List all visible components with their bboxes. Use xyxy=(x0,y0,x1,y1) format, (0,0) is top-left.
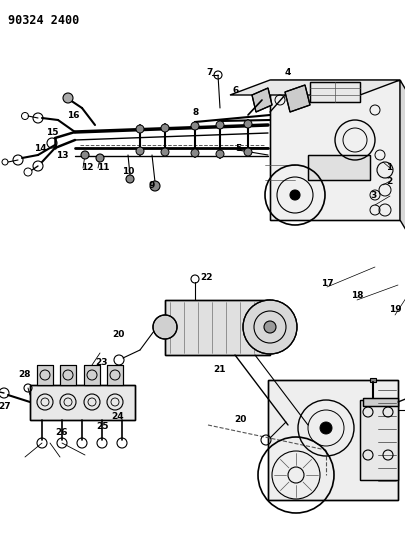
Circle shape xyxy=(215,150,224,158)
Text: 15: 15 xyxy=(46,127,58,136)
Polygon shape xyxy=(309,82,359,102)
Text: 28: 28 xyxy=(19,370,31,379)
Polygon shape xyxy=(362,398,397,406)
Text: 27: 27 xyxy=(0,402,11,411)
Text: 23: 23 xyxy=(96,359,108,367)
Circle shape xyxy=(319,422,331,434)
Circle shape xyxy=(63,93,73,103)
Text: 10: 10 xyxy=(122,167,134,176)
Polygon shape xyxy=(60,365,76,385)
Text: 16: 16 xyxy=(66,110,79,119)
Text: 18: 18 xyxy=(350,290,362,300)
Circle shape xyxy=(190,149,198,157)
Circle shape xyxy=(81,151,89,159)
Text: 20: 20 xyxy=(111,330,124,340)
Polygon shape xyxy=(399,80,405,230)
Polygon shape xyxy=(164,300,269,355)
Text: 13: 13 xyxy=(55,150,68,159)
Text: 12: 12 xyxy=(81,164,93,173)
Circle shape xyxy=(161,124,168,132)
Text: 7: 7 xyxy=(206,68,213,77)
Text: 9: 9 xyxy=(149,181,155,190)
Circle shape xyxy=(149,181,160,191)
Bar xyxy=(359,400,397,480)
Circle shape xyxy=(136,147,144,155)
Bar xyxy=(369,378,375,382)
Polygon shape xyxy=(30,385,135,420)
Text: 21: 21 xyxy=(213,366,226,375)
Circle shape xyxy=(153,315,177,339)
Text: 4: 4 xyxy=(284,68,290,77)
Circle shape xyxy=(161,148,168,156)
Text: 3: 3 xyxy=(370,191,376,200)
Polygon shape xyxy=(84,365,100,385)
Text: 6: 6 xyxy=(232,85,239,94)
Text: 1: 1 xyxy=(385,164,391,173)
Text: 19: 19 xyxy=(388,305,400,314)
Circle shape xyxy=(243,300,296,354)
Polygon shape xyxy=(284,85,309,112)
Circle shape xyxy=(190,122,198,130)
Circle shape xyxy=(243,120,252,128)
Text: 24: 24 xyxy=(111,413,124,422)
Text: 26: 26 xyxy=(55,429,68,438)
Text: 90324 2400: 90324 2400 xyxy=(8,14,79,27)
Polygon shape xyxy=(267,380,397,500)
Polygon shape xyxy=(307,155,369,180)
Polygon shape xyxy=(107,365,123,385)
Circle shape xyxy=(126,175,134,183)
Text: 14: 14 xyxy=(34,143,46,152)
Text: 25: 25 xyxy=(96,423,109,432)
Circle shape xyxy=(263,321,275,333)
Bar xyxy=(359,400,397,480)
Text: 11: 11 xyxy=(96,164,109,173)
Circle shape xyxy=(289,190,299,200)
Text: 2: 2 xyxy=(385,176,391,185)
Polygon shape xyxy=(230,80,399,95)
Circle shape xyxy=(243,148,252,156)
Text: 5: 5 xyxy=(234,143,241,152)
Polygon shape xyxy=(37,365,53,385)
Polygon shape xyxy=(269,80,399,220)
Text: 8: 8 xyxy=(192,108,198,117)
Text: 22: 22 xyxy=(200,272,213,281)
Circle shape xyxy=(136,125,144,133)
Text: 17: 17 xyxy=(320,279,333,287)
Circle shape xyxy=(215,121,224,129)
Circle shape xyxy=(96,154,104,162)
Polygon shape xyxy=(252,88,271,112)
Text: 20: 20 xyxy=(233,416,245,424)
